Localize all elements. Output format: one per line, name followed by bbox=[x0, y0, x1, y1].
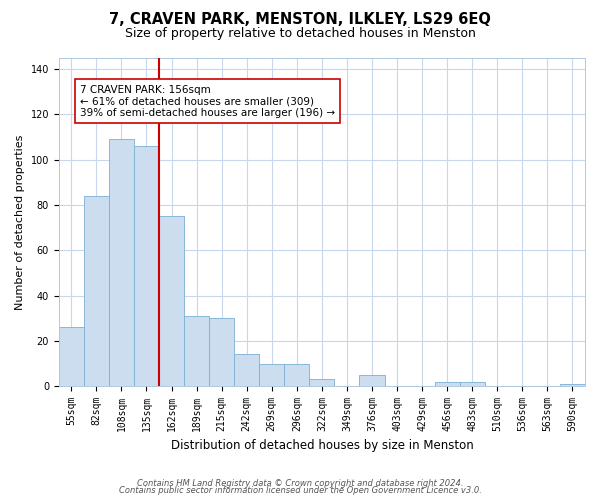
Text: Contains HM Land Registry data © Crown copyright and database right 2024.: Contains HM Land Registry data © Crown c… bbox=[137, 478, 463, 488]
Bar bbox=[359, 375, 385, 386]
Bar bbox=[284, 364, 310, 386]
Text: 7 CRAVEN PARK: 156sqm
← 61% of detached houses are smaller (309)
39% of semi-det: 7 CRAVEN PARK: 156sqm ← 61% of detached … bbox=[80, 84, 335, 118]
Bar bbox=[184, 316, 209, 386]
Bar bbox=[234, 354, 259, 386]
Bar bbox=[560, 384, 585, 386]
Y-axis label: Number of detached properties: Number of detached properties bbox=[15, 134, 25, 310]
Bar bbox=[109, 139, 134, 386]
Bar bbox=[84, 196, 109, 386]
Text: Size of property relative to detached houses in Menston: Size of property relative to detached ho… bbox=[125, 28, 475, 40]
Bar bbox=[159, 216, 184, 386]
Bar bbox=[310, 380, 334, 386]
Bar bbox=[134, 146, 159, 386]
Text: Contains public sector information licensed under the Open Government Licence v3: Contains public sector information licen… bbox=[119, 486, 481, 495]
Text: 7, CRAVEN PARK, MENSTON, ILKLEY, LS29 6EQ: 7, CRAVEN PARK, MENSTON, ILKLEY, LS29 6E… bbox=[109, 12, 491, 28]
Bar bbox=[59, 328, 84, 386]
Bar bbox=[434, 382, 460, 386]
X-axis label: Distribution of detached houses by size in Menston: Distribution of detached houses by size … bbox=[170, 440, 473, 452]
Bar bbox=[259, 364, 284, 386]
Bar bbox=[209, 318, 234, 386]
Bar bbox=[460, 382, 485, 386]
